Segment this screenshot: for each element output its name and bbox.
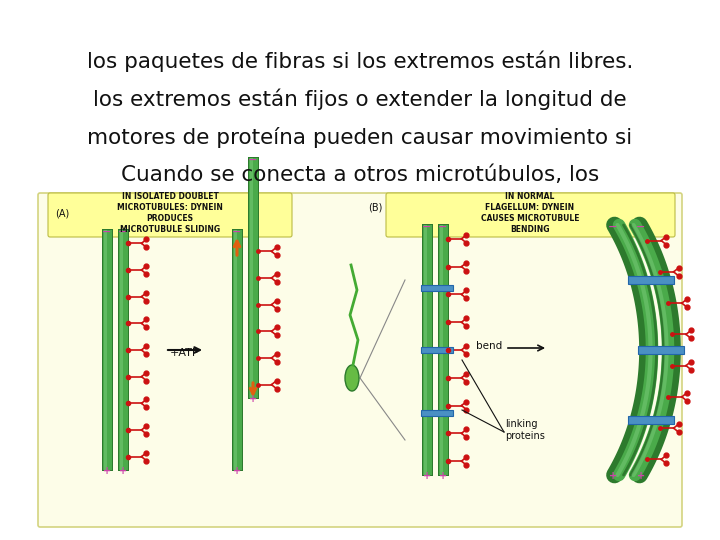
- Bar: [423, 225, 431, 475]
- Text: +: +: [249, 394, 257, 404]
- Text: +: +: [233, 466, 241, 476]
- Text: −: −: [102, 227, 112, 237]
- Ellipse shape: [345, 365, 359, 391]
- Bar: [439, 225, 443, 475]
- Text: motores de proteína pueden causar movimiento si: motores de proteína pueden causar movimi…: [87, 127, 633, 148]
- Text: los paquetes de fibras si los extremos están libres.: los paquetes de fibras si los extremos e…: [87, 51, 633, 72]
- Bar: [421, 224, 433, 476]
- Text: −: −: [636, 222, 646, 232]
- Bar: [102, 230, 112, 470]
- Text: los extremos están fijos o extender la longitud de: los extremos están fijos o extender la l…: [93, 89, 627, 111]
- Text: −: −: [118, 227, 127, 237]
- Bar: [420, 409, 452, 415]
- FancyBboxPatch shape: [386, 193, 675, 237]
- Bar: [233, 230, 241, 470]
- Bar: [233, 230, 236, 470]
- Text: +ATP: +ATP: [170, 348, 200, 358]
- Bar: [102, 229, 112, 471]
- FancyBboxPatch shape: [48, 193, 292, 237]
- Bar: [628, 276, 674, 284]
- Text: +: +: [423, 471, 431, 481]
- Text: −: −: [608, 222, 618, 232]
- Text: −: −: [233, 227, 242, 237]
- Text: bend: bend: [476, 341, 502, 351]
- Bar: [438, 224, 449, 476]
- Text: IN NORMAL
FLAGELLUM: DYNEIN
CAUSES MICROTUBULE
BENDING: IN NORMAL FLAGELLUM: DYNEIN CAUSES MICRO…: [481, 192, 580, 234]
- Bar: [120, 230, 122, 470]
- Text: linking
proteins: linking proteins: [505, 419, 545, 441]
- Text: +: +: [119, 466, 127, 476]
- Text: −: −: [438, 222, 448, 232]
- Text: IN ISOLATED DOUBLET
MICROTUBULES: DYNEIN
PRODUCES
MICROTUBULE SLIDING: IN ISOLATED DOUBLET MICROTUBULES: DYNEIN…: [117, 192, 223, 234]
- Text: +: +: [439, 471, 447, 481]
- Bar: [250, 158, 253, 398]
- Bar: [423, 225, 426, 475]
- Text: (B): (B): [368, 203, 382, 213]
- Bar: [438, 225, 448, 475]
- Bar: [119, 230, 127, 470]
- Text: +: +: [637, 471, 645, 481]
- Bar: [248, 158, 258, 398]
- Bar: [420, 347, 452, 353]
- Bar: [232, 229, 243, 471]
- Bar: [628, 416, 674, 424]
- Bar: [638, 346, 684, 354]
- Bar: [104, 230, 107, 470]
- Bar: [420, 285, 452, 291]
- FancyBboxPatch shape: [38, 193, 682, 527]
- Text: −: −: [423, 222, 432, 232]
- Text: (A): (A): [55, 208, 69, 218]
- Text: +: +: [609, 471, 617, 481]
- Bar: [117, 229, 128, 471]
- Text: −: −: [248, 155, 258, 165]
- Text: +: +: [103, 466, 111, 476]
- Bar: [248, 157, 258, 399]
- Text: Cuando se conecta a otros microtúbulos, los: Cuando se conecta a otros microtúbulos, …: [121, 165, 599, 185]
